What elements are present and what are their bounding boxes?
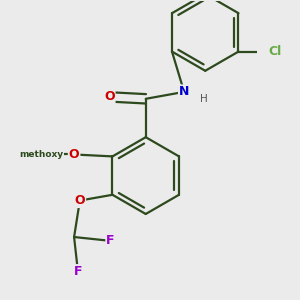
Text: N: N <box>179 85 189 98</box>
Text: O: O <box>74 194 85 207</box>
Text: O: O <box>104 90 115 104</box>
Text: F: F <box>106 234 115 248</box>
Text: Cl: Cl <box>268 45 282 58</box>
Text: F: F <box>74 265 82 278</box>
Text: H: H <box>200 94 208 104</box>
Text: methoxy: methoxy <box>20 150 64 159</box>
Text: O: O <box>69 148 80 161</box>
